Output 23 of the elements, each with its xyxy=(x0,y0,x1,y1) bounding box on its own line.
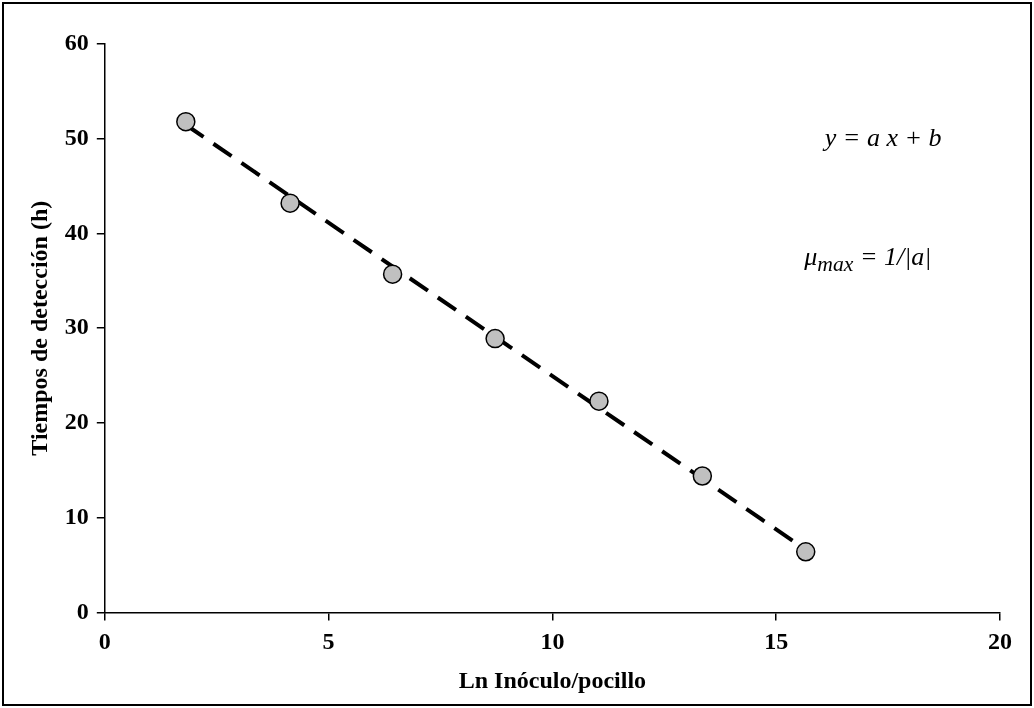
y-tick-label: 30 xyxy=(64,313,89,340)
y-axis-title: Tiempos de detección (h) xyxy=(25,200,52,456)
y-tick-label: 60 xyxy=(64,29,89,56)
point xyxy=(280,193,300,213)
point xyxy=(485,328,505,349)
y-tick-label: 40 xyxy=(64,218,89,245)
point xyxy=(176,111,196,132)
annotation: μ$_{max}$ = 1/|a| xyxy=(804,242,932,278)
point xyxy=(382,264,403,284)
y-tick-label: 10 xyxy=(64,502,89,529)
y-tick-label: 50 xyxy=(64,123,89,150)
x-tick-label: 5 xyxy=(322,628,335,654)
x-tick-label: 15 xyxy=(764,628,789,654)
annotation: y = a x + b xyxy=(824,123,942,153)
x-tick-label: 20 xyxy=(988,628,1012,654)
x-tick-label: 10 xyxy=(540,628,565,654)
point xyxy=(692,466,713,486)
x-axis-title: Ln Inóculo/pocillo xyxy=(458,666,647,693)
y-tick-label: 0 xyxy=(76,597,89,624)
y-tick-label: 20 xyxy=(64,408,89,435)
point xyxy=(589,391,609,411)
point xyxy=(795,542,816,562)
x-tick-label: 0 xyxy=(98,628,111,654)
